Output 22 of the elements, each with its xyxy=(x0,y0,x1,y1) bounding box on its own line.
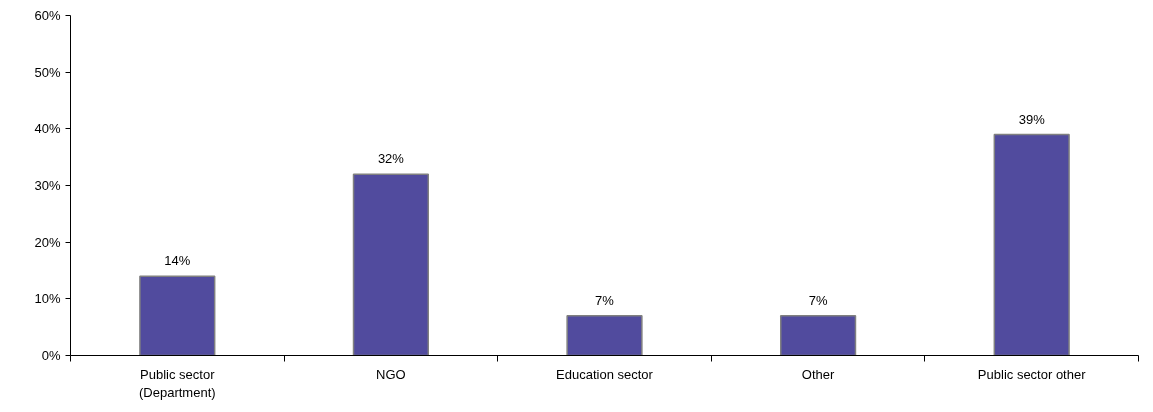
data-label: 32% xyxy=(377,151,405,167)
y-tick-label: 10% xyxy=(34,291,61,307)
x-tick-label: Public sector other xyxy=(977,366,1087,382)
bar xyxy=(566,315,643,356)
y-tick-label: 40% xyxy=(34,121,61,137)
data-label: 39% xyxy=(1018,111,1046,127)
bar xyxy=(993,133,1070,356)
y-tick-label: 60% xyxy=(34,8,61,23)
bar xyxy=(139,275,216,356)
y-tick-label: 0% xyxy=(41,348,61,363)
x-tick-label: Education sector xyxy=(556,366,654,382)
data-label: 14% xyxy=(164,253,191,269)
bar xyxy=(352,173,430,356)
x-tick-label: NGO xyxy=(376,366,406,382)
data-label: 7% xyxy=(595,292,615,308)
x-tick-label: Other xyxy=(801,366,836,382)
data-label: 7% xyxy=(808,292,828,308)
y-tick-label: 50% xyxy=(34,64,61,80)
y-tick-label: 20% xyxy=(34,234,61,250)
bar xyxy=(779,315,857,356)
x-tick-label: Public sector (Department) xyxy=(139,366,216,400)
y-tick-label: 30% xyxy=(34,178,61,193)
